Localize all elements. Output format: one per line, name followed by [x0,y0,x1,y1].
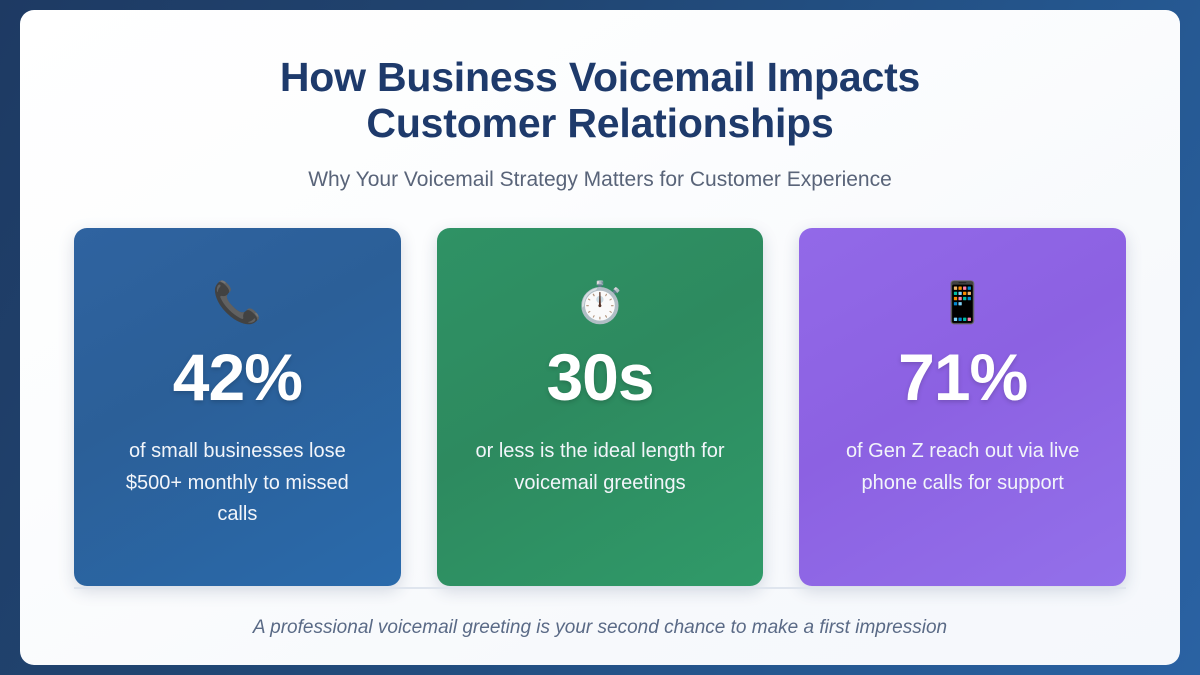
footer-divider [74,587,1126,589]
footer-note: A professional voicemail greeting is you… [252,617,948,638]
stat-label: or less is the ideal length for voicemai… [475,440,725,494]
page-subtitle: Why Your Voicemail Strategy Matters for … [308,168,892,191]
footer: A professional voicemail greeting is you… [20,587,1180,665]
stat-card-missed-calls: 📞 42% of small businesses lose $500+ mon… [74,228,401,587]
stat-card-greeting-length: ⏱️ 30s or less is the ideal length for v… [436,228,764,587]
page-title: How Business Voicemail Impacts Customer … [279,54,921,146]
stat-label: of small businesses lose $500+ monthly t… [125,440,349,526]
infographic-panel: How Business Voicemail Impacts Customer … [20,10,1180,665]
stat-card-row: 📞 42% of small businesses lose $500+ mon… [20,228,1180,587]
header: How Business Voicemail Impacts Customer … [20,10,1180,193]
telephone-receiver-icon: 📞 [212,281,263,326]
stat-value: 42% [172,340,303,415]
stat-value: 71% [898,340,1028,415]
stat-label: of Gen Z reach out via live phone calls … [845,440,1080,494]
stat-value: 30s [546,340,654,415]
mobile-phone-icon: 📱 [937,281,988,326]
stat-card-gen-z-calls: 📱 71% of Gen Z reach out via live phone … [799,228,1127,587]
stopwatch-icon: ⏱️ [575,281,625,326]
